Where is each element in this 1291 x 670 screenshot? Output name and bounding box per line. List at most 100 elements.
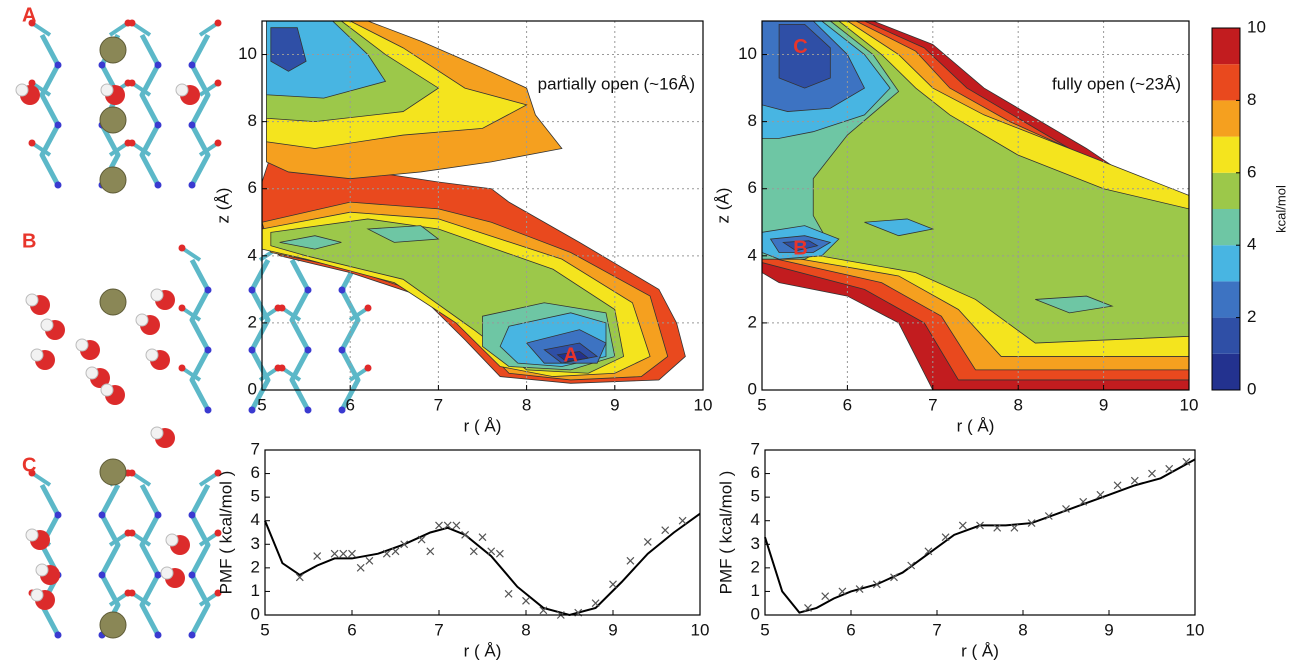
side-chain bbox=[130, 21, 152, 37]
contour-region bbox=[270, 27, 307, 72]
data-point bbox=[1130, 476, 1139, 485]
side-chain bbox=[30, 21, 52, 37]
nitrogen-atom bbox=[188, 181, 196, 189]
water-h bbox=[175, 83, 189, 97]
backbone bbox=[39, 33, 61, 187]
water-h bbox=[35, 563, 49, 577]
y-axis-label: z (Å) bbox=[213, 188, 232, 224]
water-h bbox=[75, 338, 89, 352]
data-point bbox=[1165, 464, 1174, 473]
oxygen-atom bbox=[214, 19, 222, 27]
backbone bbox=[39, 483, 61, 637]
nitrogen-atom bbox=[54, 181, 62, 189]
backbone bbox=[189, 33, 211, 187]
oxygen-atom bbox=[28, 19, 36, 27]
data-point bbox=[1062, 505, 1070, 513]
data-point bbox=[924, 547, 933, 556]
data-point bbox=[941, 533, 950, 542]
ion bbox=[99, 288, 127, 316]
colorbar-band bbox=[1212, 100, 1240, 137]
contour-region bbox=[366, 225, 440, 243]
oxygen-atom bbox=[128, 79, 136, 87]
data-point bbox=[609, 580, 617, 589]
data-point bbox=[838, 587, 847, 596]
nitrogen-atom bbox=[54, 121, 62, 129]
y-tick-label: 1 bbox=[251, 581, 260, 600]
side-chain bbox=[108, 141, 130, 157]
oxygen-atom bbox=[178, 244, 186, 252]
oxygen-atom bbox=[28, 139, 36, 147]
data-point bbox=[1027, 519, 1036, 527]
y-tick-label: 7 bbox=[751, 439, 760, 458]
nitrogen-atom bbox=[304, 286, 312, 294]
colorbar-tick-label: 8 bbox=[1247, 90, 1256, 109]
oxygen-atom bbox=[128, 19, 136, 27]
data-point bbox=[443, 521, 452, 530]
y-tick-label: 6 bbox=[248, 178, 257, 197]
side-chain bbox=[258, 366, 280, 382]
backbone bbox=[139, 33, 161, 187]
y-tick-label: 6 bbox=[251, 463, 260, 482]
contour-region bbox=[556, 351, 590, 362]
colorbar-frame bbox=[1211, 27, 1241, 391]
ion bbox=[99, 106, 127, 134]
data-point bbox=[907, 561, 916, 570]
x-tick-label: 7 bbox=[434, 620, 443, 639]
contour-region bbox=[778, 23, 831, 89]
plot-frame bbox=[261, 20, 704, 391]
side-chain bbox=[130, 591, 152, 607]
contour-region bbox=[279, 235, 342, 250]
panel-label: C bbox=[22, 454, 36, 476]
nitrogen-atom bbox=[54, 61, 62, 69]
panel-label: B bbox=[22, 230, 36, 252]
molecule-panels bbox=[15, 19, 372, 639]
side-chain bbox=[198, 531, 220, 547]
y-tick-label: 4 bbox=[751, 510, 760, 529]
water-h bbox=[160, 566, 174, 580]
data-point bbox=[339, 549, 348, 558]
data-point bbox=[522, 596, 530, 605]
data-point bbox=[678, 516, 687, 525]
annotation: C bbox=[793, 36, 807, 58]
side-chain bbox=[198, 141, 220, 157]
nitrogen-atom bbox=[154, 121, 162, 129]
backbone bbox=[189, 483, 211, 637]
data-point bbox=[958, 521, 967, 530]
colorbar-tick-label: 2 bbox=[1247, 307, 1256, 326]
x-axis-label: r ( Å) bbox=[957, 416, 995, 435]
y-tick-label: 1 bbox=[751, 581, 760, 600]
water-h bbox=[85, 366, 99, 380]
data-point bbox=[295, 573, 304, 582]
colorbar-tick-label: 10 bbox=[1247, 17, 1266, 36]
data-point bbox=[976, 521, 984, 530]
x-axis-label: r ( Å) bbox=[464, 641, 502, 660]
y-tick-label: 4 bbox=[251, 510, 260, 529]
nitrogen-atom bbox=[154, 511, 162, 519]
annotation: A bbox=[563, 345, 577, 367]
water-h bbox=[25, 293, 39, 307]
x-tick-label: 10 bbox=[1180, 395, 1199, 414]
y-tick-label: 10 bbox=[238, 44, 257, 63]
side-chain bbox=[258, 306, 280, 322]
colorbar-band bbox=[1212, 64, 1240, 101]
water-h bbox=[100, 383, 114, 397]
data-point bbox=[539, 606, 548, 615]
data-point bbox=[348, 549, 356, 558]
x-tick-label: 5 bbox=[760, 620, 769, 639]
oxygen-atom bbox=[214, 139, 222, 147]
x-tick-label: 7 bbox=[928, 395, 937, 414]
data-point bbox=[1010, 523, 1019, 532]
annotation: B bbox=[793, 237, 807, 259]
y-tick-label: 2 bbox=[251, 557, 260, 576]
x-tick-label: 5 bbox=[757, 395, 766, 414]
water-h bbox=[145, 348, 159, 362]
data-point bbox=[478, 533, 487, 542]
y-axis-label: z (Å) bbox=[713, 188, 732, 224]
y-axis-label: PMF ( kcal/mol ) bbox=[216, 471, 235, 595]
x-tick-label: 6 bbox=[846, 620, 855, 639]
contour-region bbox=[782, 240, 819, 252]
water-h bbox=[30, 348, 44, 362]
nitrogen-atom bbox=[188, 61, 196, 69]
water-h bbox=[40, 318, 54, 332]
y-tick-label: 2 bbox=[751, 557, 760, 576]
